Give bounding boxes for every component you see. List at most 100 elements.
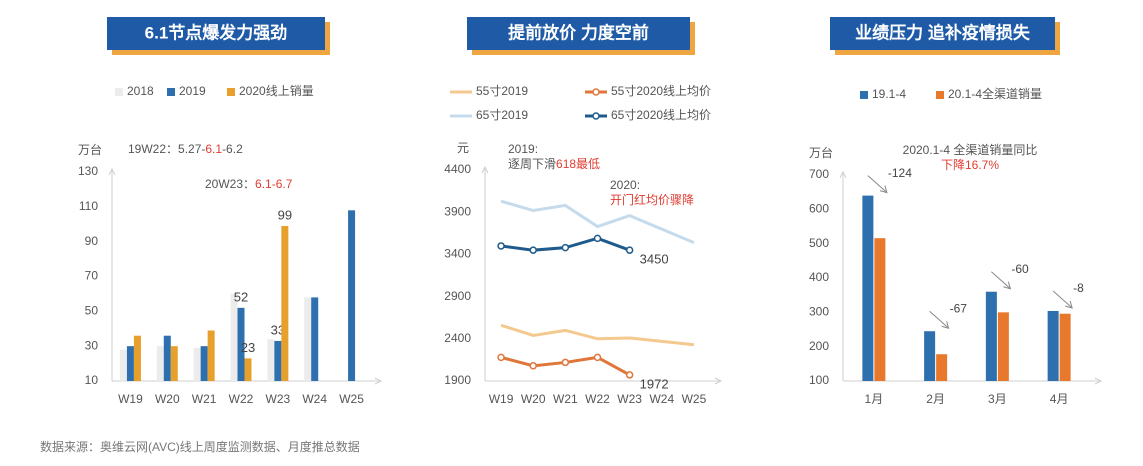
data-label: 99 <box>278 207 292 222</box>
bar <box>237 307 245 381</box>
y-tick-label: 200 <box>809 339 829 353</box>
legend-label: 2020线上销量 <box>239 84 314 98</box>
legend-label: 20.1-4全渠道销量 <box>948 86 1042 101</box>
x-tick-label: W25 <box>339 392 364 406</box>
data-label: 23 <box>241 340 255 355</box>
annotation-part: 6.1 <box>205 142 222 156</box>
diff-label: -67 <box>950 301 968 315</box>
annotation: 19W22：5.27-6.1-6.2 <box>128 142 243 156</box>
legend-swatch <box>227 88 235 96</box>
x-tick-label: 1月 <box>865 392 884 406</box>
data-label: 1972 <box>640 376 669 391</box>
y-tick-label: 30 <box>85 338 99 352</box>
diff-arrow <box>1052 290 1072 308</box>
x-axis-arrow <box>714 377 723 385</box>
y-tick-label: 10 <box>85 373 99 387</box>
bar <box>126 346 134 381</box>
legend-label: 55寸2020线上均价 <box>611 84 711 98</box>
x-axis-arrow <box>374 377 383 385</box>
bar <box>119 349 127 381</box>
y-tick-label: 3900 <box>444 204 471 218</box>
annotation: 2019: <box>508 142 538 156</box>
x-tick-label: 3月 <box>988 392 1007 406</box>
bar <box>244 358 252 381</box>
bar <box>281 225 289 381</box>
annotation-part: 6.1-6.7 <box>255 177 293 191</box>
y-tick-label: 4400 <box>444 162 471 176</box>
legend-label: 55寸2019 <box>476 84 528 98</box>
point <box>561 243 570 252</box>
annotation-part: 20W23： <box>205 177 255 191</box>
legend-label: 19.1-4 <box>872 87 906 101</box>
y-tick-label: 700 <box>809 167 829 181</box>
source-note: 数据来源：奥维云网(AVC)线上周度监测数据、月度推总数据 <box>40 439 360 454</box>
y-unit: 万台 <box>809 145 833 160</box>
annotation-part: 开门红均价骤降 <box>610 192 694 207</box>
y-tick-label: 50 <box>85 304 99 318</box>
y-tick-label: 70 <box>85 269 99 283</box>
bar <box>170 346 178 381</box>
x-tick-label: W23 <box>617 392 642 406</box>
point <box>625 246 634 254</box>
bar <box>1047 310 1059 381</box>
bar <box>936 354 948 381</box>
annotation-part: 逐周下滑 <box>508 157 556 171</box>
y-tick-label: 100 <box>809 373 829 387</box>
data-label: 3450 <box>640 252 669 267</box>
bar <box>997 312 1009 381</box>
annotation-part: 2019: <box>508 142 538 156</box>
chart-title: 业绩压力 追补疫情损失 <box>855 22 1031 42</box>
line <box>500 199 695 244</box>
legend-label: 65寸2019 <box>476 108 528 122</box>
y-tick-label: 2900 <box>444 289 471 303</box>
point <box>561 358 570 367</box>
legend-swatch <box>936 91 944 99</box>
bar <box>874 238 886 381</box>
x-tick-label: 2月 <box>926 392 945 406</box>
bar <box>267 339 275 381</box>
y-tick-label: 130 <box>78 164 98 178</box>
annotation: 逐周下滑618最低 <box>508 157 600 171</box>
y-unit: 元 <box>457 141 469 155</box>
point <box>625 371 634 379</box>
chart-title: 6.1节点爆发力强劲 <box>145 22 288 42</box>
x-tick-label: W24 <box>302 392 327 406</box>
annotation-part: 618最低 <box>556 157 600 171</box>
legend-label: 65寸2020线上均价 <box>611 108 711 122</box>
annotation-part: 2020.1-4 全渠道销量同比 <box>903 142 1038 157</box>
annotation-part: -6.2 <box>222 142 243 156</box>
bar <box>207 330 215 381</box>
x-tick-label: W24 <box>649 392 674 406</box>
point <box>529 362 537 370</box>
annotation: 2020.1-4 全渠道销量同比 <box>903 142 1038 157</box>
annotation: 开门红均价骤降 <box>610 192 694 207</box>
point <box>529 246 537 254</box>
title-box <box>107 17 325 50</box>
legend-marker <box>592 88 600 96</box>
x-tick-label: 4月 <box>1050 392 1069 406</box>
legend-swatch <box>167 88 175 96</box>
bar <box>163 335 171 381</box>
line <box>500 323 695 347</box>
y-tick-label: 3400 <box>444 247 471 261</box>
point <box>593 234 602 243</box>
x-tick-label: W20 <box>521 392 546 406</box>
title-box <box>467 17 690 50</box>
legend-label: 2018 <box>127 84 154 98</box>
diff-arrow-head <box>1064 300 1073 309</box>
bar <box>133 335 141 381</box>
bar <box>193 347 201 381</box>
x-tick-label: W25 <box>682 392 707 406</box>
y-axis-arrow <box>481 165 489 174</box>
legend-label: 2019 <box>179 84 206 98</box>
diff-label: -8 <box>1073 281 1084 295</box>
diff-label: -124 <box>888 166 912 180</box>
diff-label: -60 <box>1011 262 1029 276</box>
bar <box>200 346 208 381</box>
diff-arrow <box>991 271 1010 289</box>
bar <box>230 293 238 381</box>
annotation: 2020: <box>610 178 640 192</box>
x-tick-label: W19 <box>489 392 514 406</box>
bar <box>274 340 282 381</box>
